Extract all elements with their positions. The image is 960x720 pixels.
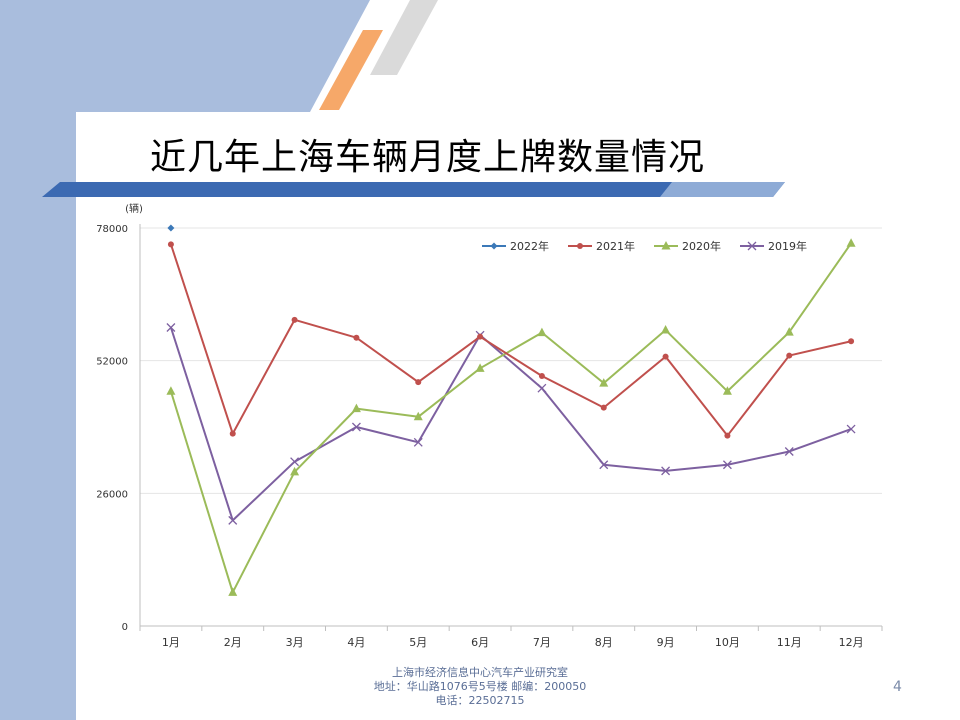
data-point [291, 316, 298, 323]
data-point [538, 372, 545, 379]
data-point [724, 432, 731, 439]
legend-marker [577, 243, 583, 249]
data-point [228, 587, 238, 596]
data-point [351, 422, 361, 432]
data-point [167, 241, 174, 248]
data-point [166, 323, 176, 332]
data-point [661, 466, 671, 476]
data-point [475, 363, 485, 372]
data-point [661, 325, 671, 334]
x-tick-label: 6月 [471, 636, 489, 649]
x-tick-label: 11月 [777, 636, 802, 649]
data-point [413, 437, 423, 447]
orange-stripe [319, 30, 383, 110]
y-tick-label: 52000 [96, 357, 128, 368]
data-point [600, 404, 607, 411]
data-point [290, 466, 300, 476]
data-point [228, 515, 238, 525]
data-point [784, 327, 794, 336]
title-underline-highlight [660, 182, 785, 197]
data-point [167, 224, 175, 232]
data-point [786, 352, 793, 359]
data-point [290, 457, 300, 467]
legend-label: 2019年 [768, 239, 807, 253]
x-tick-label: 12月 [839, 636, 864, 649]
data-point [353, 334, 360, 341]
x-tick-label: 1月 [162, 636, 180, 649]
data-point [846, 238, 856, 247]
gray-stripe [370, 0, 438, 75]
content-panel [76, 112, 960, 720]
series-line [169, 327, 852, 522]
legend-marker [490, 242, 498, 250]
x-tick-label: 10月 [715, 636, 740, 649]
legend-label: 2020年 [682, 239, 721, 253]
data-point [229, 430, 236, 437]
legend-label: 2021年 [596, 239, 635, 253]
data-point [415, 379, 422, 386]
data-point [722, 386, 732, 395]
x-tick-label: 9月 [657, 636, 675, 649]
data-point [351, 403, 361, 413]
data-point [599, 460, 609, 470]
slide-title: 近几年上海车辆月度上牌数量情况 [150, 137, 706, 178]
data-point [537, 327, 547, 337]
y-tick-label: 0 [122, 622, 128, 633]
top-left-blue-band [0, 0, 370, 720]
legend-marker [747, 241, 757, 251]
series-line [169, 244, 852, 437]
data-point [413, 411, 423, 421]
x-tick-label: 3月 [286, 636, 304, 649]
page-number: 4 [893, 679, 902, 695]
x-tick-label: 2月 [224, 636, 242, 649]
footer-address: 地址：华山路1076号5号楼 邮编：200050 [373, 680, 587, 693]
data-point [477, 333, 484, 340]
footer-organization: 上海市经济信息中心汽车产业研究室 [392, 666, 568, 679]
x-tick-label: 4月 [347, 636, 365, 649]
y-unit-label: (辆) [125, 202, 143, 215]
y-tick-label: 26000 [96, 489, 128, 500]
footer-info: 上海市经济信息中心汽车产业研究室 地址：华山路1076号5号楼 邮编：20005… [330, 666, 630, 708]
data-point [537, 383, 547, 393]
x-tick-label: 8月 [595, 636, 613, 649]
data-point [599, 378, 609, 387]
title-underline-bar [42, 182, 785, 197]
data-point [166, 386, 176, 395]
legend-label: 2022年 [510, 239, 549, 253]
data-point [848, 338, 855, 345]
x-tick-label: 7月 [533, 636, 551, 649]
legend-marker [661, 241, 671, 250]
y-tick-label: 78000 [96, 224, 128, 235]
data-point [662, 353, 669, 360]
data-point [722, 460, 732, 470]
data-point [784, 447, 794, 456]
series-line [169, 242, 852, 594]
footer-phone: 电话：22502715 [435, 694, 525, 707]
x-tick-label: 5月 [409, 636, 427, 649]
data-point [846, 424, 856, 434]
